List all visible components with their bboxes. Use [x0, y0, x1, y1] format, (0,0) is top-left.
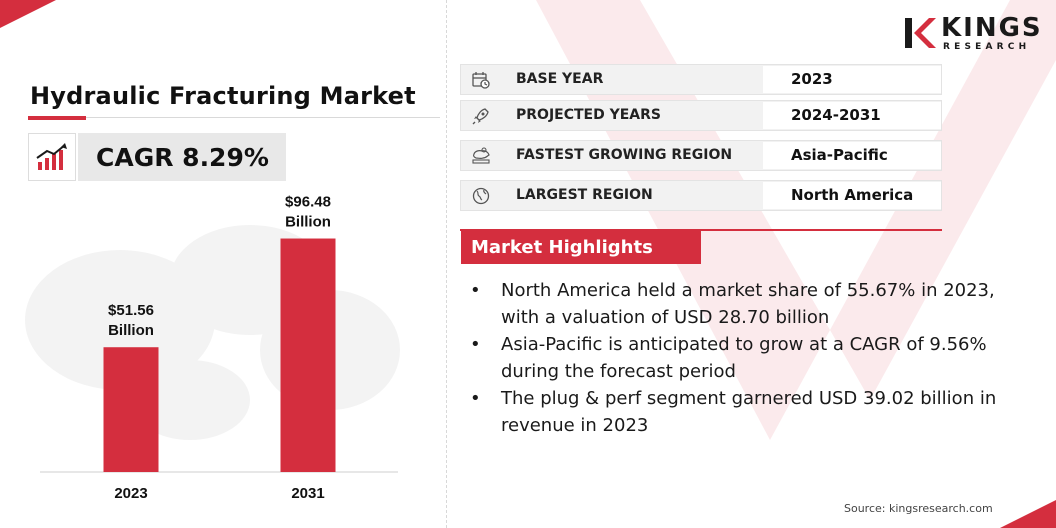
cagr-icon-box — [28, 133, 76, 181]
calendar-clock-icon — [461, 65, 501, 94]
data-label-2023-line-1: $51.56 — [108, 302, 154, 319]
info-value: Asia-Pacific — [791, 146, 888, 164]
corner-accent-top-left — [0, 0, 56, 28]
logo-tagline: RESEARCH — [943, 42, 1031, 52]
source-note: Source: kingsresearch.com — [844, 502, 993, 515]
page-title: Hydraulic Fracturing Market — [30, 82, 416, 110]
cagr-panel: CAGR 8.29% — [78, 133, 286, 181]
market-size-bar-chart: $51.56 Billion 2023 $96.48 Billion 2031 — [40, 194, 398, 502]
highlights-rule — [460, 229, 942, 231]
highlight-item: Asia-Pacific is anticipated to grow at a… — [468, 331, 1008, 385]
highlights-list: North America held a market share of 55.… — [468, 277, 1008, 439]
kings-research-logo: KINGS RESEARCH — [903, 14, 1041, 54]
info-label: FASTEST GROWING REGION — [516, 147, 733, 163]
cagr-value: CAGR 8.29% — [96, 142, 269, 172]
info-value-box: Asia-Pacific — [763, 142, 941, 169]
highlights-heading: Market Highlights — [471, 237, 653, 258]
bar-2023 — [103, 347, 159, 472]
globe-icon — [461, 181, 501, 210]
info-value-box: 2024-2031 — [763, 102, 941, 129]
logo-mark-icon — [905, 18, 936, 48]
info-value-box: North America — [763, 182, 941, 209]
info-row-base-year: BASE YEAR 2023 — [460, 64, 942, 95]
region-map-icon — [461, 141, 501, 170]
logo-name: KINGS — [941, 13, 1043, 43]
info-value: 2024-2031 — [791, 106, 881, 124]
info-row-largest-region: LARGEST REGION North America — [460, 180, 942, 211]
info-value: 2023 — [791, 70, 833, 88]
x-tick-label-2023: 2023 — [114, 485, 147, 502]
title-underline — [28, 117, 440, 118]
corner-accent-bottom-right — [1000, 500, 1056, 528]
rocket-icon — [461, 101, 501, 130]
bar-2031 — [280, 238, 336, 472]
info-value: North America — [791, 186, 914, 204]
highlight-item: North America held a market share of 55.… — [468, 277, 1008, 331]
info-value-box: 2023 — [763, 66, 941, 93]
info-label: LARGEST REGION — [516, 187, 653, 203]
data-label-2023-line-2: Billion — [108, 322, 154, 339]
growth-chart-icon — [36, 143, 67, 170]
info-label: BASE YEAR — [516, 71, 604, 87]
title-underline-accent — [28, 116, 86, 120]
info-label: PROJECTED YEARS — [516, 107, 661, 123]
data-label-2031-line-1: $96.48 — [285, 194, 331, 211]
info-row-fastest-growing-region: FASTEST GROWING REGION Asia-Pacific — [460, 140, 942, 171]
section-divider — [446, 0, 447, 528]
x-tick-label-2031: 2031 — [291, 485, 324, 502]
info-row-projected-years: PROJECTED YEARS 2024-2031 — [460, 100, 942, 131]
highlight-item: The plug & perf segment garnered USD 39.… — [468, 385, 1008, 439]
highlights-heading-box: Market Highlights — [461, 231, 701, 264]
data-label-2031-line-2: Billion — [285, 214, 331, 231]
